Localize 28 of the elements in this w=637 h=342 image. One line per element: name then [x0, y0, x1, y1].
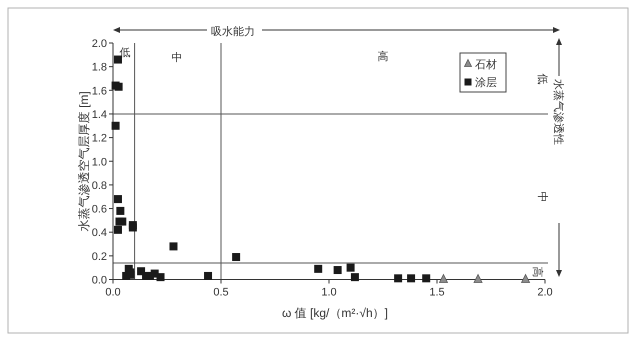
legend-label: 石材	[475, 58, 497, 71]
y-tick-label: 0.8	[92, 180, 107, 192]
y-axis-title: 水蒸气渗透空气层厚度 [m]	[77, 91, 91, 232]
annotation: 中	[172, 51, 182, 64]
x-axis-title: ω 值 [kg/（m²·√h）]	[282, 306, 388, 320]
annotation: 低	[120, 47, 130, 59]
y-tick-label: 0.0	[92, 274, 107, 286]
annotation: 高	[378, 50, 388, 63]
y-tick-label: 1.6	[92, 85, 107, 98]
y-tick-label: 1.0	[92, 156, 107, 168]
legend-label: 涂层	[475, 77, 497, 89]
annotation: 低	[536, 74, 548, 84]
y-tick-label: 1.2	[92, 132, 107, 145]
annotation: 高	[531, 266, 544, 278]
x-tick-label: 0.0	[105, 286, 121, 298]
y2-axis-title: 水蒸气渗透性	[552, 79, 565, 145]
x-tick-label: 1.5	[429, 286, 445, 298]
y-tick-label: 0.2	[92, 250, 107, 263]
y-tick-label: 0.4	[92, 227, 107, 240]
y-tick-label: 1.4	[92, 108, 107, 121]
y-tick-label: 1.8	[92, 62, 107, 74]
x-tick-label: 2.0	[537, 286, 553, 298]
y-tick-label: 0.6	[92, 204, 107, 216]
x-tick-label: 0.5	[213, 286, 229, 298]
annotation: 中	[536, 192, 549, 202]
y-tick-label: 2.0	[92, 38, 107, 50]
x2-axis-title: 吸水能力	[211, 25, 255, 38]
x-tick-label: 1.0	[321, 286, 337, 298]
